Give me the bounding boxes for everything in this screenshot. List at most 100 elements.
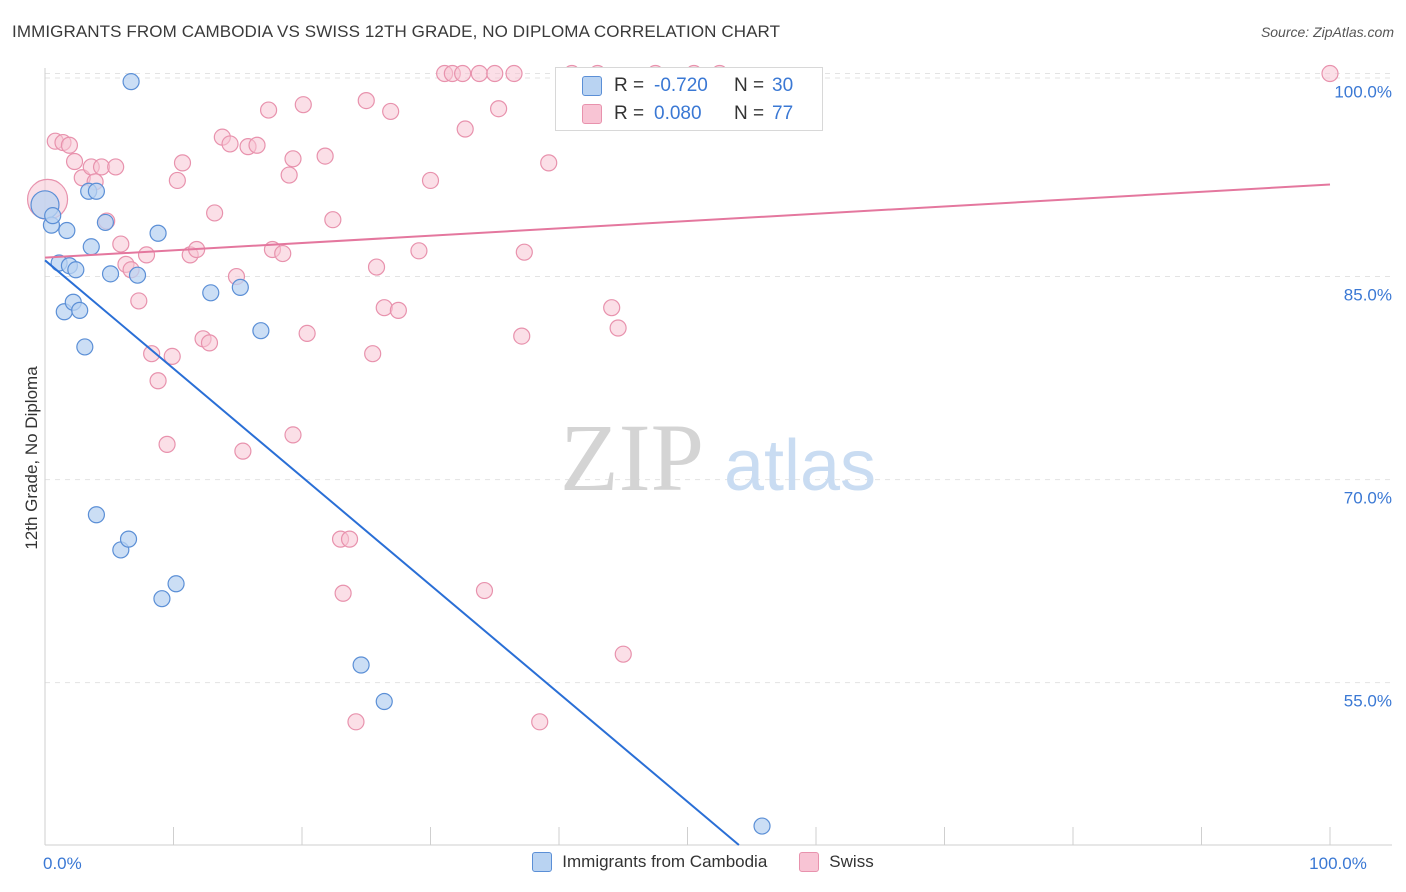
data-point-cambodia xyxy=(101,265,120,283)
watermark-atlas: atlas xyxy=(724,426,876,506)
data-point-swiss xyxy=(1321,64,1339,83)
data-point-cambodia xyxy=(87,506,106,524)
data-point-swiss xyxy=(531,713,549,731)
data-point-cambodia xyxy=(375,692,393,711)
data-point-swiss xyxy=(324,211,342,229)
stats-box: R = -0.720 N = 30 R = 0.080 N = 77 xyxy=(555,67,823,131)
data-point-swiss xyxy=(284,150,302,168)
data-point-swiss xyxy=(490,100,508,118)
data-point-cambodia xyxy=(44,207,62,225)
data-point-cambodia xyxy=(167,575,185,593)
data-point-swiss xyxy=(65,152,84,171)
data-point-swiss xyxy=(410,242,428,260)
data-point-swiss xyxy=(137,246,156,264)
trend-layer xyxy=(44,183,1331,846)
data-point-swiss xyxy=(347,713,365,731)
data-point-swiss xyxy=(456,120,474,138)
data-point-cambodia xyxy=(128,266,147,284)
data-point-swiss xyxy=(158,435,176,453)
stats-r-label-2: R = xyxy=(614,103,645,124)
legend-item-swiss[interactable]: Swiss xyxy=(799,852,874,872)
y-axis-label: 12th Grade, No Diploma xyxy=(22,366,41,550)
data-point-cambodia xyxy=(231,278,249,296)
trend-line-cambodia xyxy=(44,259,740,846)
data-point-cambodia xyxy=(96,213,114,232)
data-point-cambodia xyxy=(87,182,106,200)
data-point-cambodia xyxy=(252,322,270,340)
data-point-cambodia xyxy=(352,656,370,674)
data-point-swiss xyxy=(200,334,219,352)
grid-layer xyxy=(45,73,1392,684)
data-point-swiss xyxy=(298,324,316,342)
data-point-swiss xyxy=(294,96,312,114)
data-point-swiss xyxy=(486,64,504,83)
stats-r-cambodia: -0.720 xyxy=(654,75,708,96)
data-point-swiss xyxy=(280,166,298,184)
legend-swatch-swiss xyxy=(799,852,820,872)
data-point-swiss xyxy=(284,426,302,444)
data-point-swiss xyxy=(259,101,278,119)
y-tick-label: 85.0% xyxy=(1344,286,1392,305)
data-point-cambodia xyxy=(82,238,100,256)
source-note: Source: ZipAtlas.com xyxy=(1260,24,1394,40)
data-point-cambodia xyxy=(753,817,771,835)
data-point-cambodia xyxy=(122,73,140,91)
data-point-swiss xyxy=(112,235,130,253)
watermark-zip: ZIP xyxy=(560,404,704,511)
data-point-swiss xyxy=(421,171,440,190)
stats-r-label: R = xyxy=(614,75,645,96)
data-point-swiss xyxy=(274,244,292,263)
data-point-swiss xyxy=(60,136,79,154)
data-point-cambodia xyxy=(202,284,220,302)
data-point-cambodia xyxy=(58,221,76,240)
data-point-swiss xyxy=(143,345,161,363)
data-point-swiss xyxy=(168,171,186,190)
chart-title: IMMIGRANTS FROM CAMBODIA VS SWISS 12TH G… xyxy=(12,22,781,41)
legend-item-cambodia[interactable]: Immigrants from Cambodia xyxy=(532,852,767,872)
legend-label-cambodia: Immigrants from Cambodia xyxy=(562,852,768,871)
data-point-swiss xyxy=(234,442,252,460)
data-point-swiss xyxy=(375,299,393,317)
data-point-swiss xyxy=(248,136,266,154)
data-point-swiss xyxy=(389,301,407,319)
data-point-swiss xyxy=(364,345,382,363)
data-point-cambodia xyxy=(76,338,94,356)
data-point-swiss xyxy=(382,102,400,121)
stats-n-cambodia: 30 xyxy=(772,75,794,96)
data-point-swiss xyxy=(367,258,386,276)
data-point-swiss xyxy=(221,135,239,153)
legend-swatch-cambodia xyxy=(532,852,553,872)
stats-r-swiss: 0.080 xyxy=(654,103,702,124)
data-point-swiss xyxy=(513,327,531,345)
data-point-swiss xyxy=(206,204,224,222)
stats-n-label-2: N = xyxy=(734,103,765,124)
legend: Immigrants from Cambodia Swiss xyxy=(0,852,1406,872)
data-point-swiss xyxy=(475,581,494,600)
data-point-swiss xyxy=(130,292,148,310)
axis-layer: 55.0% 70.0% 85.0% 100.0% 0.0% 100.0% xyxy=(43,68,1392,873)
data-point-cambodia xyxy=(153,590,171,608)
data-point-swiss xyxy=(454,64,472,83)
data-point-swiss xyxy=(149,372,167,390)
data-point-swiss xyxy=(340,530,359,548)
stats-n-swiss: 77 xyxy=(772,103,794,124)
data-point-swiss xyxy=(505,64,523,83)
data-point-cambodia xyxy=(67,261,85,279)
data-point-cambodia xyxy=(149,224,167,242)
data-point-swiss xyxy=(316,147,334,165)
trend-line-swiss xyxy=(44,183,1331,259)
y-tick-label: 100.0% xyxy=(1334,83,1392,102)
data-point-swiss xyxy=(107,158,125,176)
legend-label-swiss: Swiss xyxy=(829,852,874,871)
x-tick-label: 100.0% xyxy=(1309,854,1367,873)
data-point-swiss xyxy=(163,347,181,366)
y-tick-label: 70.0% xyxy=(1344,489,1392,508)
data-point-swiss xyxy=(334,584,352,602)
data-point-swiss xyxy=(515,243,533,261)
data-point-swiss xyxy=(603,299,621,317)
data-point-swiss xyxy=(173,154,192,172)
data-point-cambodia xyxy=(71,301,89,319)
stats-swatch-swiss xyxy=(582,104,602,124)
data-point-cambodia xyxy=(119,530,138,548)
